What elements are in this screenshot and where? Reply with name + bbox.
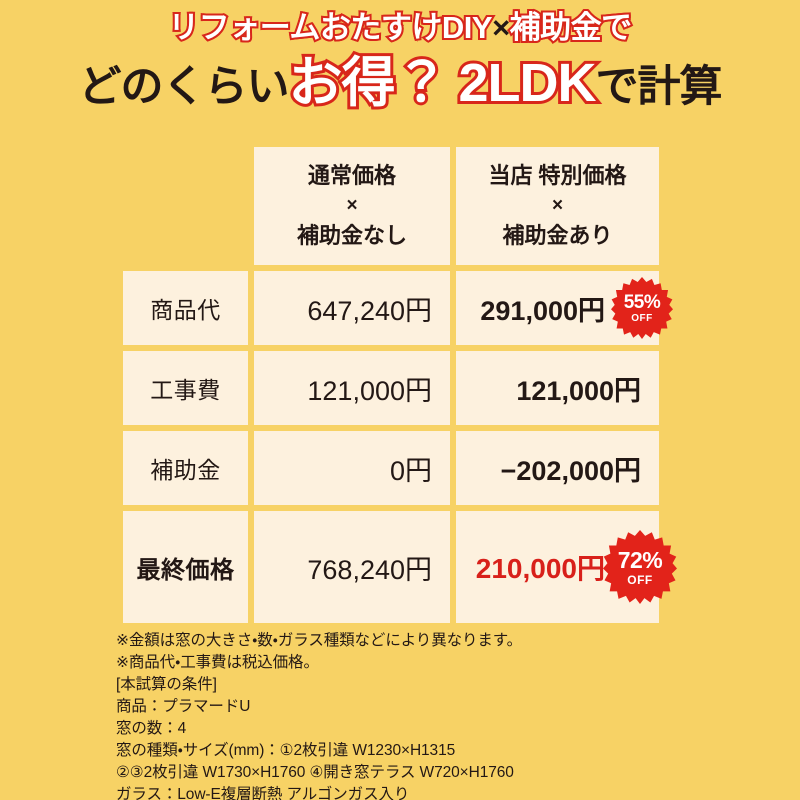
row-special-value-saishuu-kakaku-text: 210,000円 — [475, 553, 605, 584]
row-label-koujihi: 工事費 — [123, 351, 248, 425]
header-special-price: 当店 特別価格 × 補助金あり — [456, 147, 659, 265]
headline-line2-space — [448, 63, 459, 111]
discount-badge-72-icon: 72% OFF — [603, 530, 677, 604]
footnotes-block: ※金額は窓の大きさ・数・ガラス種類などにより異なります。 ※商品代・工事費は税込… — [116, 630, 716, 800]
header-normal-price: 通常価格 × 補助金なし — [254, 147, 450, 265]
row-normal-value-hojokin: 0円 — [254, 431, 450, 505]
header-special-price-line2: 補助金あり — [502, 223, 613, 249]
table-row: 補助金 0円 −202,000円 — [123, 431, 659, 505]
footnote-line: ②③2枚引違 W1730×H1760 ④開き窓テラス W720×H1760 — [116, 764, 514, 781]
header-normal-price-times-icon: × — [346, 194, 358, 216]
headline-line1-multiply-symbol: × — [492, 10, 510, 45]
headline-line2-part-4: で計算 — [595, 62, 722, 111]
pricing-comparison-table: 通常価格 × 補助金なし 当店 特別価格 × 補助金あり 商品代 647,240… — [117, 141, 677, 629]
row-special-value-koujihi: 121,000円 — [456, 351, 659, 425]
discount-badge-72-off: OFF — [627, 572, 653, 587]
headline-line1-part-2: 補助金で — [508, 8, 635, 47]
table-header-row: 通常価格 × 補助金なし 当店 特別価格 × 補助金あり — [123, 147, 659, 265]
row-special-value-saishuu-kakaku: 210,000円 72% OFF — [456, 511, 677, 623]
row-label-hojokin: 補助金 — [123, 431, 248, 505]
row-special-value-hojokin: −202,000円 — [456, 431, 659, 505]
row-normal-value-saishuu-kakaku: 768,240円 — [254, 511, 450, 623]
header-special-price-line1: 当店 特別価格 — [488, 162, 627, 188]
footnote-line: 窓の数：4 — [116, 720, 187, 737]
table-row: 工事費 121,000円 121,000円 — [123, 351, 659, 425]
row-special-value-shouhindai: 291,000円 55% OFF — [456, 271, 673, 345]
footnote-line: [本試算の条件] — [116, 676, 217, 693]
table-row: 商品代 647,240円 291,000円 55% OFF — [123, 271, 673, 345]
headline-line2-highlight-otoku: お得？ — [286, 50, 452, 116]
headline-line2-part-0: どのくらい — [78, 62, 290, 111]
footnote-line: 商品：プラマードU — [116, 698, 251, 715]
footnote-line: 窓の種類・サイズ(mm)：①2枚引違 W1230×H1315 — [116, 742, 456, 759]
footnote-line: ※商品代・工事費は税込価格。 — [116, 654, 319, 671]
headline-line-2: どのくらいお得？ 2LDKで計算 — [0, 50, 800, 118]
row-label-shouhindai: 商品代 — [123, 271, 248, 345]
header-special-price-times-icon: × — [551, 194, 564, 216]
headline-line2-highlight-2ldk: 2LDK — [455, 50, 599, 116]
row-special-value-shouhindai-text: 291,000円 — [480, 295, 605, 326]
footnote-line: ガラス：Low-E複層断熱 アルゴンガス入り — [116, 786, 410, 800]
headline-line-1: リフォームおたすけDIY×補助金で — [0, 8, 800, 48]
discount-badge-55-percent: 55% — [623, 291, 661, 313]
discount-badge-72-percent: 72% — [617, 546, 663, 573]
header-label-corner — [123, 147, 248, 265]
promo-headline: リフォームおたすけDIY×補助金で どのくらいお得？ 2LDKで計算 — [0, 0, 800, 117]
row-label-saishuu-kakaku: 最終価格 — [123, 511, 248, 623]
header-normal-price-line2: 補助金なし — [296, 223, 407, 249]
row-normal-value-shouhindai: 647,240円 — [254, 271, 450, 345]
row-normal-value-koujihi: 121,000円 — [254, 351, 450, 425]
table-row: 最終価格 768,240円 210,000円 72% OFF — [123, 511, 677, 623]
headline-line1-part-0: リフォームおたすけDIY — [166, 8, 494, 47]
discount-badge-55-off: OFF — [631, 312, 653, 324]
discount-badge-55-icon: 55% OFF — [611, 277, 673, 339]
footnote-line: ※金額は窓の大きさ・数・ガラス種類などにより異なります。 — [116, 632, 523, 649]
header-normal-price-line1: 通常価格 — [307, 162, 396, 188]
